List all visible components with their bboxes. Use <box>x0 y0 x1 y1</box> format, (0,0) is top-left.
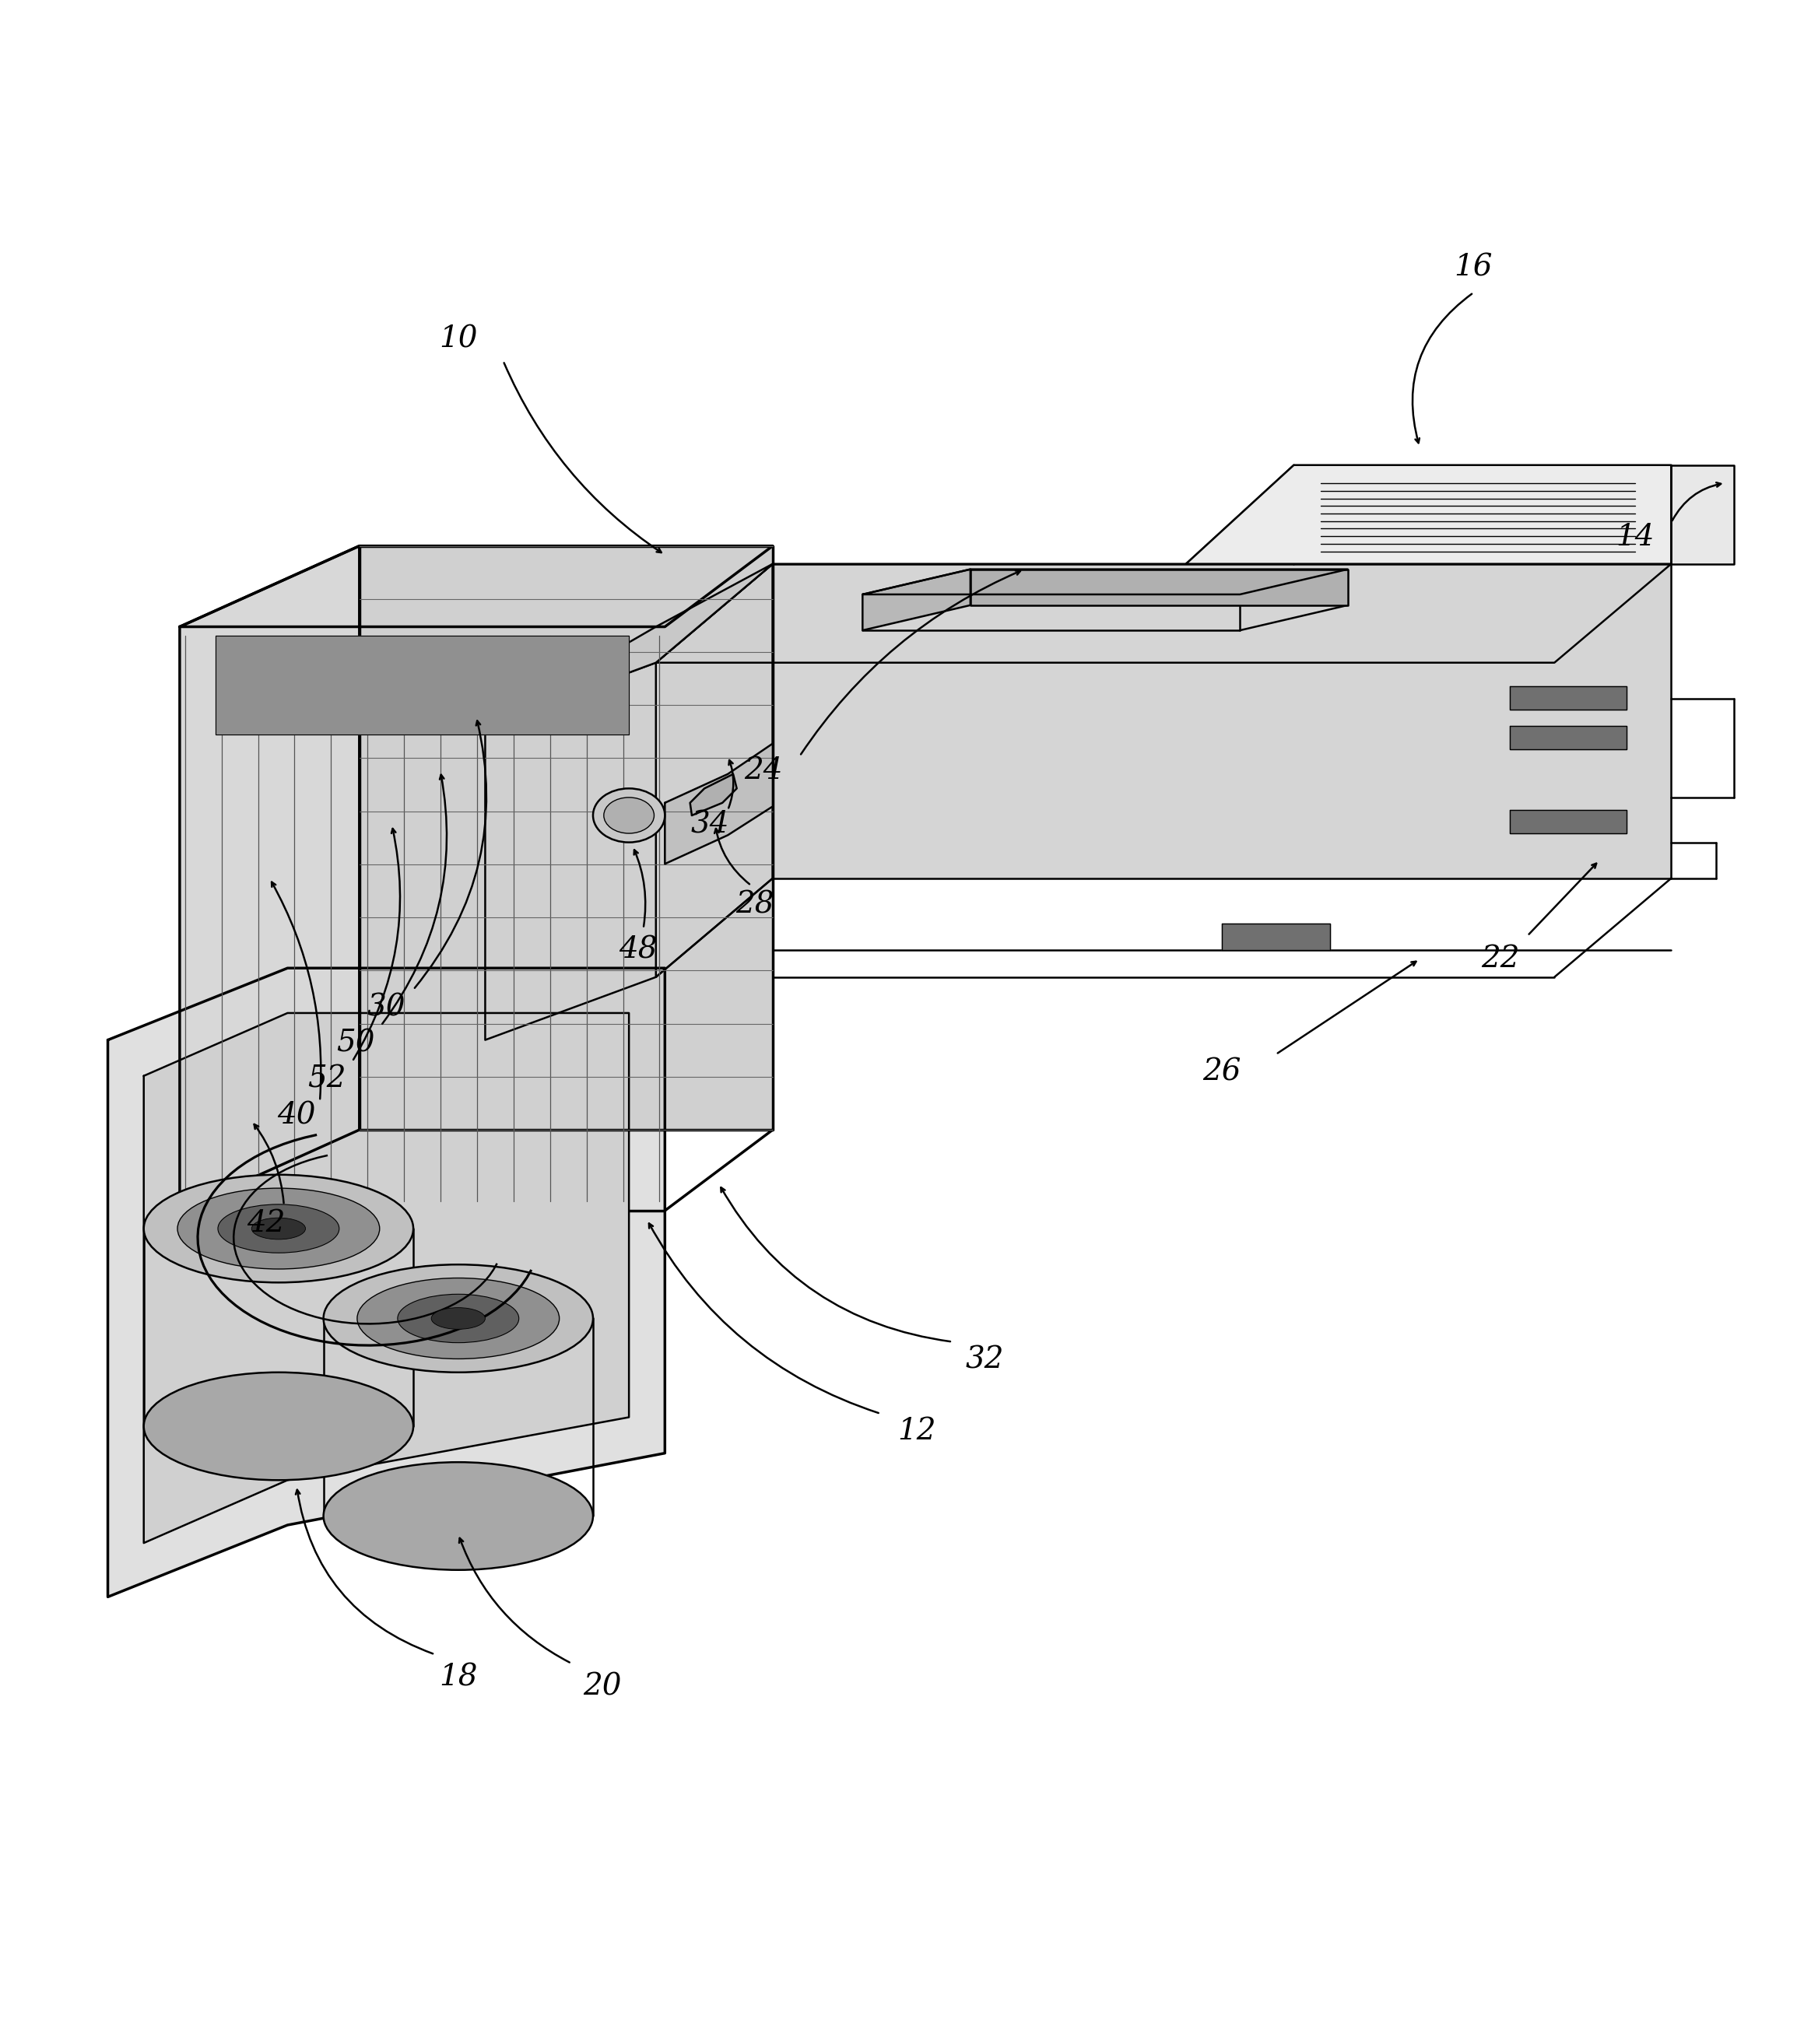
Text: 20: 20 <box>582 1672 622 1701</box>
Text: 42: 42 <box>246 1208 286 1237</box>
Ellipse shape <box>144 1175 413 1282</box>
Text: 52: 52 <box>307 1065 347 1094</box>
Text: 32: 32 <box>965 1345 1005 1374</box>
Text: 30: 30 <box>367 993 406 1022</box>
Polygon shape <box>970 570 1348 605</box>
Polygon shape <box>180 546 359 1210</box>
Polygon shape <box>656 564 773 977</box>
Ellipse shape <box>604 797 654 834</box>
Text: 18: 18 <box>438 1664 478 1692</box>
Polygon shape <box>485 564 773 726</box>
Polygon shape <box>656 564 1671 662</box>
Polygon shape <box>359 546 773 1130</box>
Polygon shape <box>863 570 1348 595</box>
Polygon shape <box>216 636 629 734</box>
Polygon shape <box>773 564 1671 879</box>
Text: 50: 50 <box>336 1030 376 1059</box>
Ellipse shape <box>358 1278 559 1359</box>
Text: 10: 10 <box>438 325 478 354</box>
Polygon shape <box>1222 924 1330 950</box>
Ellipse shape <box>431 1308 485 1329</box>
Ellipse shape <box>593 789 665 842</box>
Text: 48: 48 <box>618 936 658 965</box>
Polygon shape <box>1671 466 1734 564</box>
Polygon shape <box>863 570 970 630</box>
Polygon shape <box>1509 687 1626 709</box>
Polygon shape <box>144 1014 629 1543</box>
Ellipse shape <box>252 1218 305 1239</box>
Ellipse shape <box>323 1265 593 1372</box>
Text: 16: 16 <box>1454 253 1493 282</box>
Polygon shape <box>1509 726 1626 748</box>
Polygon shape <box>108 969 665 1596</box>
Text: 26: 26 <box>1202 1059 1242 1087</box>
Text: 14: 14 <box>1616 523 1655 552</box>
Ellipse shape <box>217 1204 340 1253</box>
Text: 24: 24 <box>744 756 783 785</box>
Polygon shape <box>690 775 737 816</box>
Ellipse shape <box>178 1188 379 1269</box>
Polygon shape <box>1186 466 1671 564</box>
Ellipse shape <box>397 1294 519 1343</box>
Text: 12: 12 <box>897 1416 936 1445</box>
Text: 28: 28 <box>735 891 775 920</box>
Polygon shape <box>665 744 773 865</box>
Polygon shape <box>485 564 773 1040</box>
Text: 34: 34 <box>690 809 730 838</box>
Text: 22: 22 <box>1481 944 1520 973</box>
Polygon shape <box>1509 809 1626 834</box>
Ellipse shape <box>323 1461 593 1570</box>
Ellipse shape <box>144 1372 413 1480</box>
Text: 40: 40 <box>277 1102 316 1130</box>
Polygon shape <box>180 546 773 628</box>
